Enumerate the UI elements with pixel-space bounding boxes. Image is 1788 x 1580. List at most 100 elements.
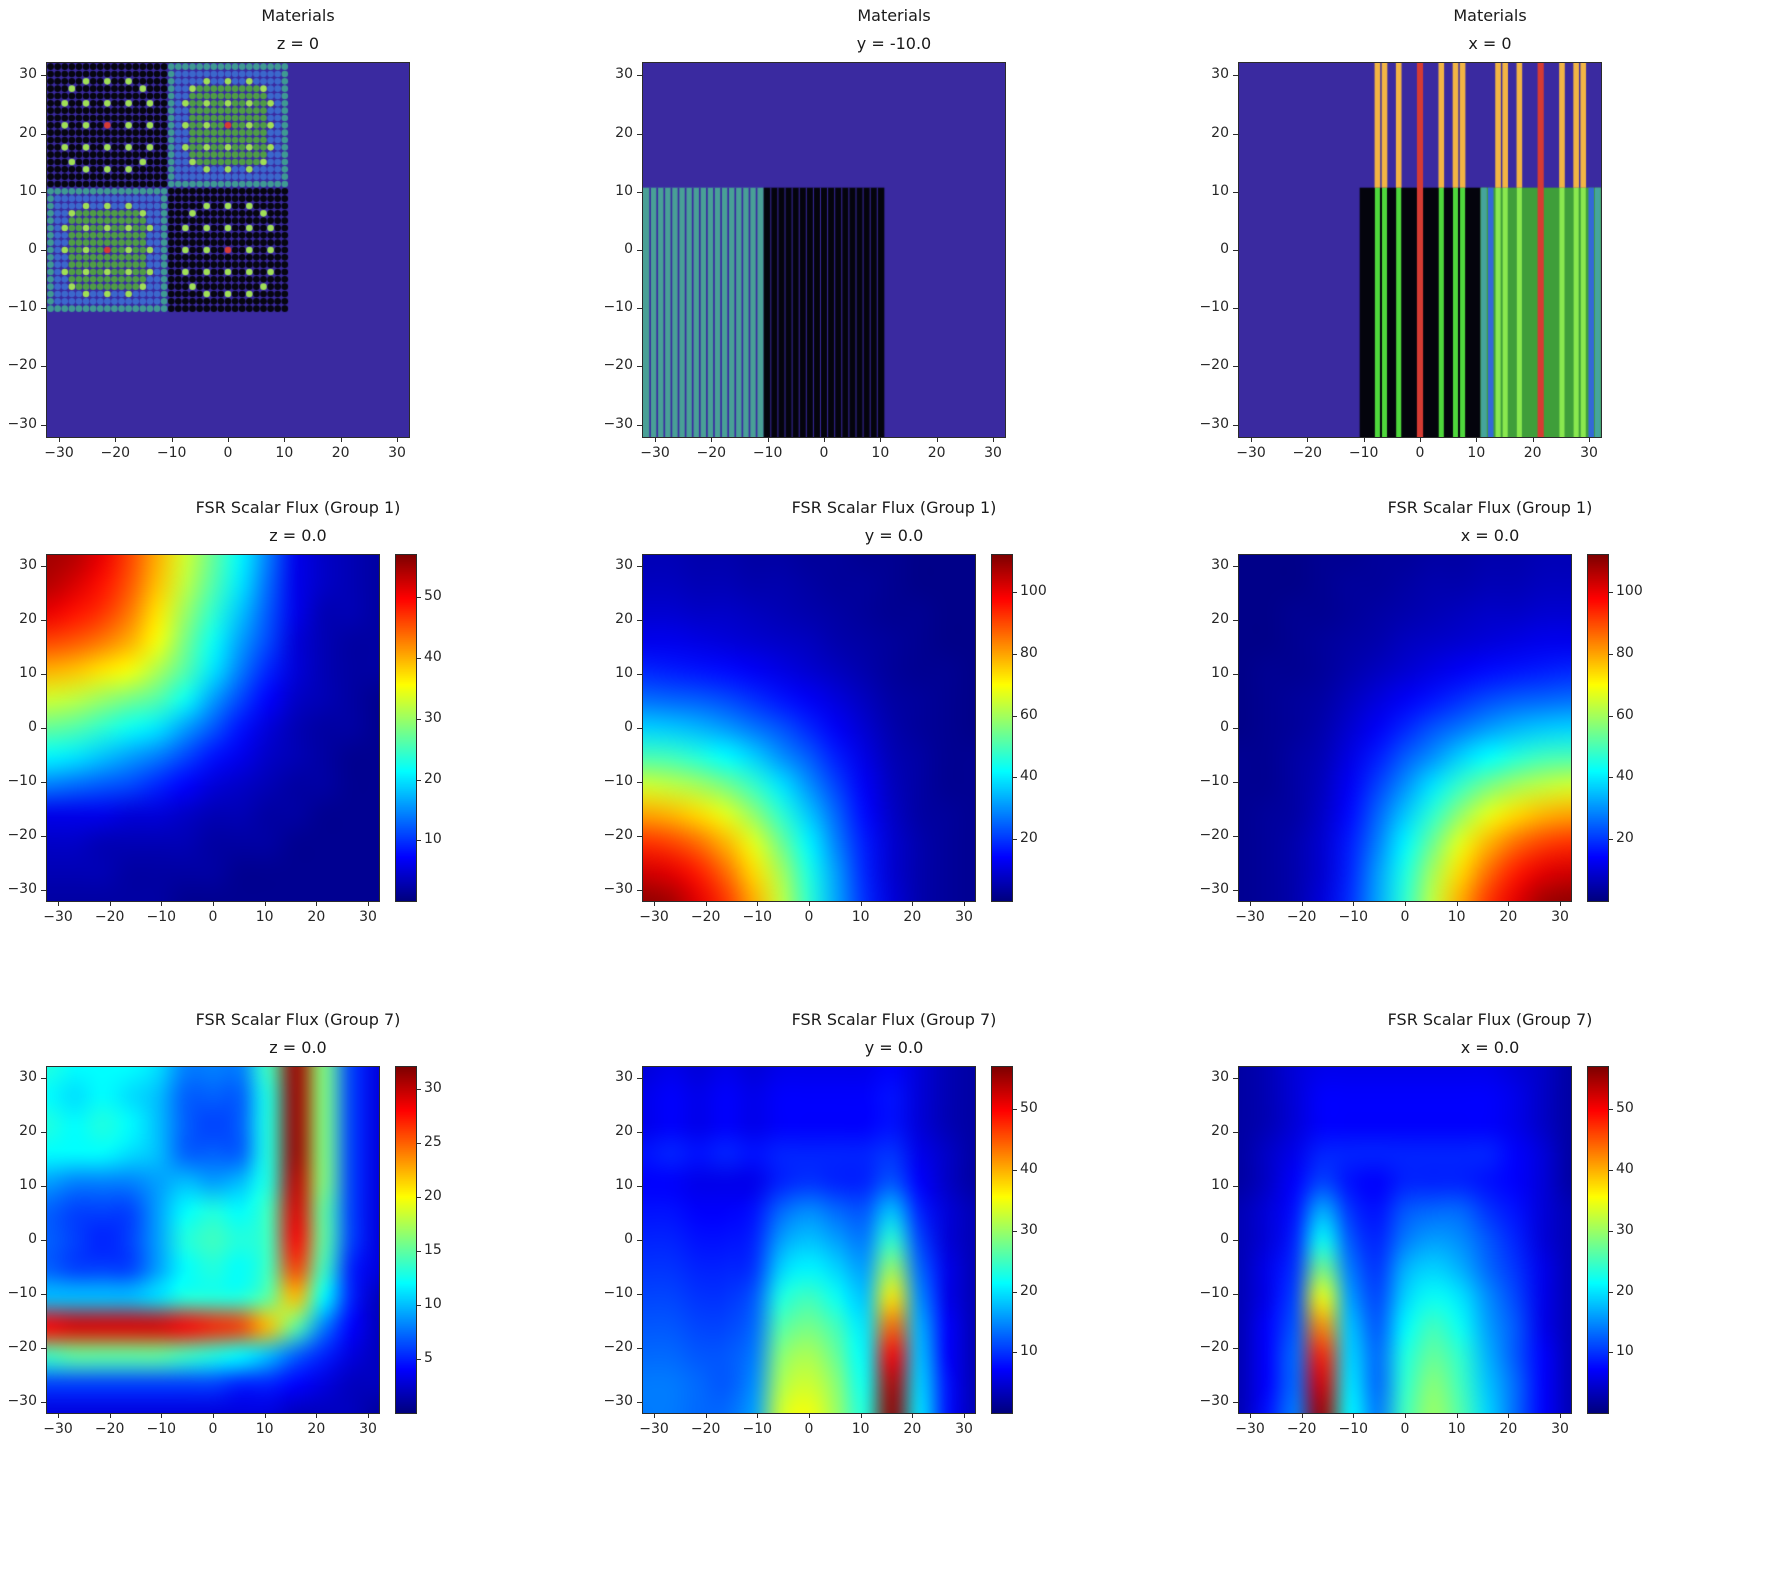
x-tick-mark [963,901,965,906]
colorbar-tick-label: 50 [424,588,442,605]
colorbar-tick-mark [416,779,421,781]
y-tick-label: −20 [7,357,37,374]
x-tick-label: −30 [44,445,74,461]
colorbar-tick-mark [1608,592,1613,594]
panel-body: −30 −20 −10 0 10 20 30 −30 −20 −10 0 10 20 30 20 40 60 80… [1192,554,1661,925]
panel-subtitle: y = 0.0 [864,1038,924,1057]
colorbar-tick-mark [416,658,421,660]
x-tick-mark [860,901,862,906]
x-tick-label: 20 [331,445,350,461]
y-tick-label: 0 [1220,1231,1229,1247]
x-tick-label: −20 [690,909,721,925]
colorbar-tick-label: 10 [424,831,442,848]
colorbar-tick-label: 25 [424,1133,442,1150]
panel-body: −30 −20 −10 0 10 20 30 −30 −20 −10 0 10 20 30 [0,62,490,461]
y-tick-mark [637,1347,642,1349]
x-tick-mark [161,1413,163,1418]
y-tick-label: −20 [7,1338,37,1355]
plot-area-flux-g7-y: −30 −20 −10 0 10 20 30 −30 −20 −10 0 10 20 30 [603,1066,976,1437]
x-tick-label: 10 [851,909,870,925]
panel-flux-g1-z: FSR Scalar Flux (Group 1) z = 0.0 −30 −20 −1… [0,490,596,1002]
x-tick-mark [284,437,286,442]
x-tick-label: 0 [819,445,829,461]
y-tick-label: −20 [1199,826,1229,843]
y-tick-mark [637,620,642,622]
y-tick-mark [637,1240,642,1241]
x-tick-mark [1250,437,1252,442]
x-tick-label: 30 [359,909,377,925]
y-tick-label: −10 [1199,299,1229,316]
y-tick-label: 10 [1211,665,1229,682]
colorbar-tick-mark [416,1304,421,1306]
y-tick-label: 20 [1211,611,1229,628]
x-tick-label: 10 [255,1421,274,1437]
x-tick-mark [213,901,214,906]
colorbar-tick-label: 30 [1616,1221,1634,1238]
colorbar-tick-mark [1608,839,1613,841]
y-tick-label: 0 [1220,719,1229,735]
flux-g1-z-canvas [47,555,379,901]
x-tick-mark [1456,901,1458,906]
y-tick-mark [41,674,46,676]
x-tick-mark [58,437,60,442]
x-tick-mark [367,901,369,906]
x-tick-mark [1456,1413,1458,1418]
x-tick-label: 30 [984,445,1002,461]
panel-body: −30 −20 −10 0 10 20 30 −30 −20 −10 0 10 20 30 10 20 30 40… [596,1066,1065,1437]
y-tick-mark [1233,1347,1238,1349]
x-tick-label: −10 [146,1421,177,1437]
x-tick-label: 10 [1467,445,1486,461]
y-tick-label: 20 [615,124,633,141]
x-tick-mark [1420,437,1421,442]
colorbar-label-gutter [417,554,469,902]
y-tick-label: 0 [1220,241,1229,257]
x-tick-label: 30 [955,909,973,925]
panel-body: −30 −20 −10 0 10 20 30 −30 −20 −10 0 10 20 30 10 20 30 40… [0,554,469,925]
x-tick-label: −30 [1236,445,1266,461]
x-tick-mark [228,437,229,442]
panel-flux-g7-z: FSR Scalar Flux (Group 7) z = 0.0 −30 −20 −1… [0,1002,596,1514]
panel-flux-g1-y: FSR Scalar Flux (Group 1) y = 0.0 −30 −20 −1… [596,490,1192,1002]
colorbar-tick-label: 30 [1020,1221,1038,1238]
flux-g1-y-canvas [643,555,975,901]
colorbar-tick-label: 30 [424,1079,442,1096]
x-tick-label: 0 [804,1421,814,1437]
colorbar-tick-mark [416,718,421,720]
colorbar-tick-mark [1608,1109,1613,1111]
colorbar-tick-mark [1012,1230,1017,1232]
panel-title: FSR Scalar Flux (Group 1) [791,498,997,517]
y-tick-label: 0 [624,241,633,257]
y-tick-label: 10 [1211,182,1229,199]
x-tick-label: −10 [742,909,773,925]
colorbar-tick-label: 20 [424,1187,442,1204]
x-tick-mark [1301,901,1303,906]
y-tick-mark [1233,728,1238,729]
x-tick-mark [1589,437,1590,442]
colorbar-tick-label: 50 [1616,1100,1634,1117]
x-tick-label: 0 [208,909,218,925]
y-tick-label: −20 [7,826,37,843]
colorbar-tick-mark [1012,592,1017,594]
x-tick-label: 30 [1551,909,1569,925]
x-tick-label: 10 [1447,909,1466,925]
y-tick-mark [1233,835,1238,837]
colorbar-tick-mark [416,840,421,842]
x-tick-label: −30 [43,909,73,925]
x-tick-mark [757,901,759,906]
y-tick-mark [1233,1078,1238,1080]
x-tick-label: −10 [742,1421,773,1437]
panel-body: −30 −20 −10 0 10 20 30 −30 −20 −10 0 10 20 30 5 10 15 20 2… [0,1066,469,1437]
colorbar-label-gutter [1013,554,1065,902]
y-tick-label: −10 [603,772,633,789]
y-tick-mark [637,75,642,77]
colorbar-flux-g1-x: 20 40 60 80 100 [1587,554,1643,902]
x-tick-label: −20 [1286,909,1317,925]
colorbar-label-gutter [1609,1066,1661,1414]
y-tick-mark [41,1132,46,1134]
x-tick-mark [171,437,173,442]
y-tick-label: 0 [28,719,37,735]
colorbar-tick-mark [416,1142,421,1144]
y-tick-label: −30 [7,415,37,432]
y-tick-label: 20 [1211,124,1229,141]
y-tick-label: 0 [624,1231,633,1247]
